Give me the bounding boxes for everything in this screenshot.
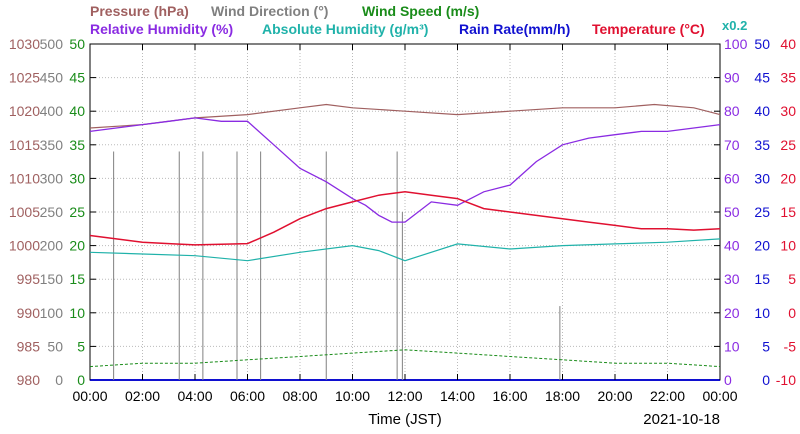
y-tick-label-rain-rate: 25 — [754, 204, 770, 220]
y-tick-label-temperature: 0 — [788, 305, 796, 321]
y-tick-label-pressure: 990 — [17, 305, 41, 321]
y-tick-label-temperature: 40 — [780, 36, 796, 52]
y-tick-label-relative-humidity: 30 — [724, 271, 740, 287]
y-tick-label-temperature: 10 — [780, 238, 796, 254]
y-tick-label-rain-rate: 10 — [754, 305, 770, 321]
series-relative-humidity — [89, 117, 721, 223]
legend-rain-rate: Rain Rate(mm/h) — [459, 21, 570, 37]
legend-wind-direction: Wind Direction (°) — [211, 3, 328, 19]
grid — [90, 44, 720, 380]
y-tick-label-wind-direction: 0 — [55, 372, 63, 388]
date-label: 2021-10-18 — [643, 411, 720, 428]
legend-absolute-humidity: Absolute Humidity (g/m³) — [262, 21, 428, 37]
legend-temperature: Temperature (°C) — [592, 21, 705, 37]
legend-abs-hum-scale: x0.2 — [722, 18, 747, 33]
y-tick-label-relative-humidity: 50 — [724, 204, 740, 220]
y-tick-label-pressure: 1025 — [9, 70, 40, 86]
y-tick-label-temperature: 25 — [780, 137, 796, 153]
x-tick-label: 18:00 — [545, 388, 580, 404]
y-tick-label-temperature: 35 — [780, 70, 796, 86]
y-tick-label-wind-direction: 50 — [47, 338, 63, 354]
y-tick-label-rain-rate: 0 — [762, 372, 770, 388]
x-tick-label: 22:00 — [650, 388, 685, 404]
y-tick-label-relative-humidity: 0 — [724, 372, 732, 388]
y-tick-label-pressure: 980 — [17, 372, 41, 388]
y-tick-label-wind-direction: 350 — [40, 137, 64, 153]
y-tick-label-rain-rate: 35 — [754, 137, 770, 153]
y-tick-label-temperature: 20 — [780, 170, 796, 186]
y-tick-label-wind-speed: 20 — [69, 238, 85, 254]
y-tick-label-wind-direction: 100 — [40, 305, 64, 321]
y-tick-label-wind-speed: 45 — [69, 70, 85, 86]
series-absolute-humidity — [89, 238, 721, 262]
x-tick-label: 20:00 — [597, 388, 632, 404]
y-tick-label-rain-rate: 20 — [754, 238, 770, 254]
y-tick-label-wind-speed: 25 — [69, 204, 85, 220]
x-tick-label: 00:00 — [702, 388, 737, 404]
y-tick-label-pressure: 995 — [17, 271, 41, 287]
y-tick-label-relative-humidity: 80 — [724, 103, 740, 119]
y-tick-label-pressure: 1010 — [9, 170, 40, 186]
y-tick-label-pressure: 1020 — [9, 103, 40, 119]
y-tick-label-rain-rate: 40 — [754, 103, 770, 119]
x-tick-label: 14:00 — [440, 388, 475, 404]
y-tick-label-wind-direction: 400 — [40, 103, 64, 119]
y-tick-label-relative-humidity: 70 — [724, 137, 740, 153]
y-tick-label-temperature: 30 — [780, 103, 796, 119]
x-tick-label: 12:00 — [387, 388, 422, 404]
y-tick-label-temperature: 5 — [788, 271, 796, 287]
x-tick-label: 04:00 — [177, 388, 212, 404]
series-pressure — [89, 103, 721, 129]
y-tick-label-wind-speed: 35 — [69, 137, 85, 153]
legend-pressure: Pressure (hPa) — [90, 3, 189, 19]
x-axis-label: Time (JST) — [368, 411, 442, 428]
y-tick-label-temperature: -10 — [776, 372, 796, 388]
y-tick-label-pressure: 985 — [17, 338, 41, 354]
x-tick-label: 00:00 — [72, 388, 107, 404]
y-tick-label-pressure: 1030 — [9, 36, 40, 52]
y-tick-label-rain-rate: 15 — [754, 271, 770, 287]
legend-relative-humidity: Relative Humidity (%) — [90, 21, 233, 37]
y-tick-label-rain-rate: 5 — [762, 338, 770, 354]
y-tick-label-wind-direction: 250 — [40, 204, 64, 220]
legend-wind-speed: Wind Speed (m/s) — [362, 3, 479, 19]
y-tick-label-temperature: -5 — [784, 338, 797, 354]
y-tick-label-temperature: 15 — [780, 204, 796, 220]
y-tick-label-relative-humidity: 60 — [724, 170, 740, 186]
y-tick-label-wind-direction: 150 — [40, 271, 64, 287]
x-tick-label: 08:00 — [282, 388, 317, 404]
y-tick-label-wind-direction: 450 — [40, 70, 64, 86]
x-tick-label: 02:00 — [125, 388, 160, 404]
y-tick-label-wind-direction: 200 — [40, 238, 64, 254]
y-tick-label-relative-humidity: 90 — [724, 70, 740, 86]
y-tick-label-wind-direction: 300 — [40, 170, 64, 186]
series-temperature — [89, 191, 721, 246]
y-tick-label-rain-rate: 30 — [754, 170, 770, 186]
axes-layer: 00:00 02:00 04:00 06:00 08:00 10:00 12:00 14:00… — [9, 36, 796, 404]
y-tick-label-wind-direction: 500 — [40, 36, 64, 52]
y-tick-label-relative-humidity: 100 — [724, 36, 748, 52]
y-tick-label-relative-humidity: 40 — [724, 238, 740, 254]
y-tick-label-pressure: 1000 — [9, 238, 40, 254]
y-tick-label-wind-speed: 40 — [69, 103, 85, 119]
y-tick-label-wind-speed: 50 — [69, 36, 85, 52]
y-tick-label-relative-humidity: 10 — [724, 338, 740, 354]
y-tick-label-wind-speed: 5 — [77, 338, 85, 354]
y-tick-label-rain-rate: 50 — [754, 36, 770, 52]
y-tick-label-rain-rate: 45 — [754, 70, 770, 86]
y-tick-label-pressure: 1015 — [9, 137, 40, 153]
x-tick-label: 10:00 — [335, 388, 370, 404]
y-tick-label-relative-humidity: 20 — [724, 305, 740, 321]
y-tick-label-wind-speed: 30 — [69, 170, 85, 186]
series-wind-speed — [89, 349, 721, 368]
x-tick-label: 16:00 — [492, 388, 527, 404]
y-tick-label-pressure: 1005 — [9, 204, 40, 220]
y-tick-label-wind-speed: 0 — [77, 372, 85, 388]
y-tick-label-wind-speed: 15 — [69, 271, 85, 287]
y-tick-label-wind-speed: 10 — [69, 305, 85, 321]
x-tick-label: 06:00 — [230, 388, 265, 404]
